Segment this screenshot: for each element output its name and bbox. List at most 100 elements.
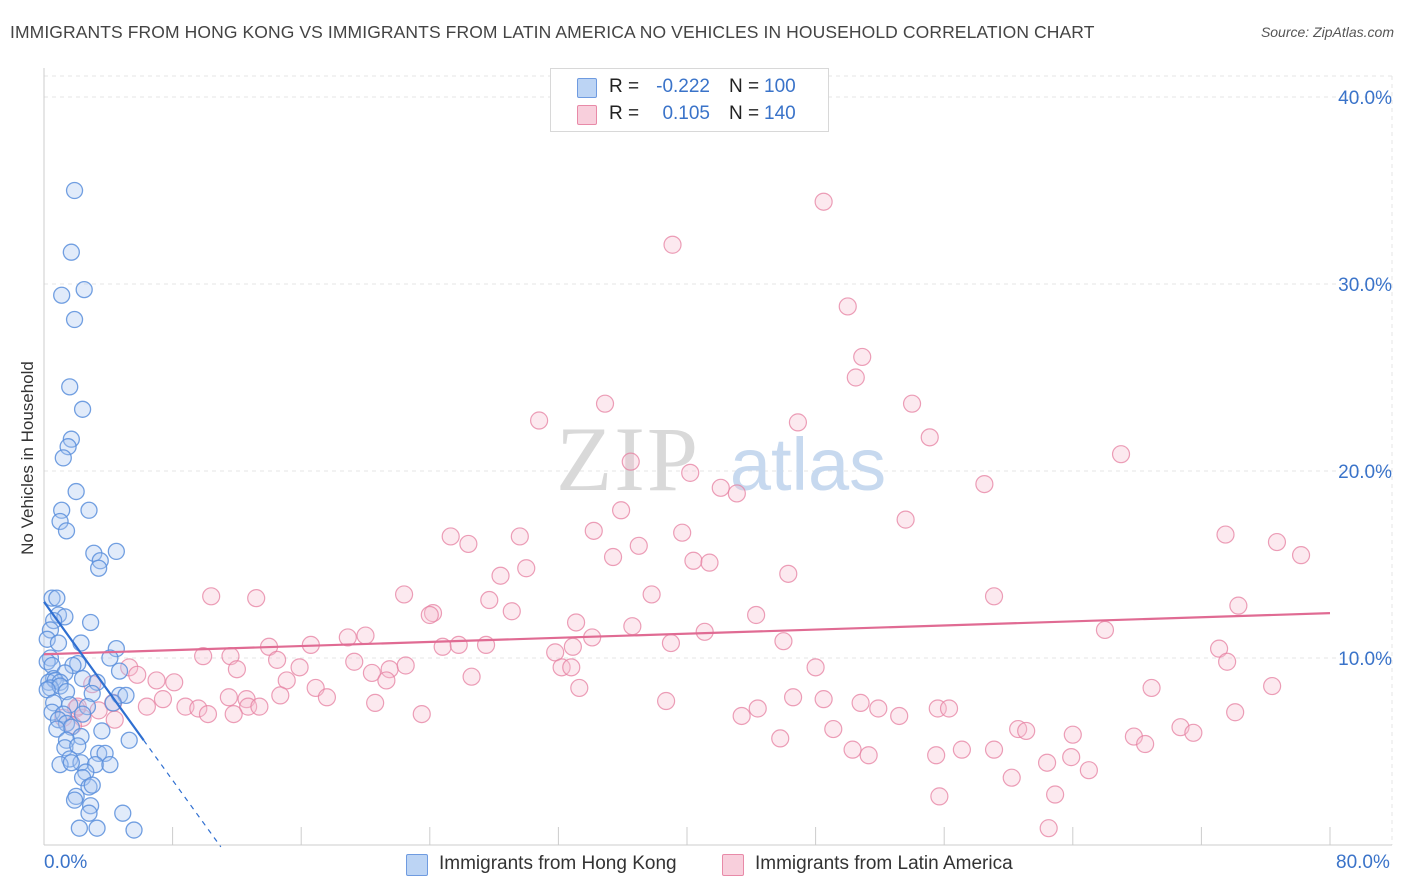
hong-kong-point [107,542,125,561]
latin-america-point [814,690,833,709]
latin-america-point [250,697,269,716]
hong-kong-point [90,559,108,577]
latin-america-point [356,626,375,645]
latin-america-point [491,566,510,585]
latin-america-point [1062,748,1081,767]
latin-america-point [1079,761,1098,780]
latin-america-point [1184,723,1203,742]
latin-america-point [247,589,266,608]
latin-america-point [673,523,692,542]
y-tick-label: 20.0% [1338,462,1392,483]
hong-kong-point [65,791,84,809]
hong-kong-point [83,776,101,794]
latin-america-point [661,633,681,653]
latin-america-point [267,650,287,669]
bottom-legend-swatch-latin-america [722,854,744,876]
y-axis-label: No Vehicles in Household [18,361,37,555]
latin-america-point [859,746,878,765]
hong-kong-point [54,449,72,467]
hong-kong-point [75,280,93,299]
hong-kong-point [56,608,74,626]
latin-america-point [546,643,565,662]
latin-america-point [202,587,221,606]
latin-america-point [345,652,364,671]
hong-kong-point [62,243,80,261]
legend-r-label: R = [609,76,640,97]
latin-america-point [788,413,808,432]
latin-america-point [517,559,536,578]
latin-america-point [1037,753,1057,772]
latin-america-point [851,693,870,712]
bottom-legend-swatch-hong-kong [406,854,428,876]
latin-america-point [366,693,385,712]
legend-n-label: N = [729,76,760,97]
latin-america-point [1039,819,1058,838]
latin-america-point [317,688,337,707]
latin-america-point [224,704,243,724]
latin-america-point [552,658,571,677]
latin-america-point [502,602,521,621]
axes [43,68,1392,846]
latin-america-point [377,671,396,690]
latin-america-point [396,656,415,675]
latin-america-point [290,658,309,677]
legend-swatch-latin-america [577,105,597,125]
latin-america-point [1046,785,1065,804]
bottom-legend-label-latin-america: Immigrants from Latin America [755,853,1013,874]
latin-america-point [1216,525,1235,544]
latin-america-point [853,347,872,367]
latin-america-point [338,628,357,647]
hong-kong-point [110,662,129,680]
latin-america-point [623,617,642,636]
x-tick-label-max: 80.0% [1336,852,1390,873]
latin-america-point [105,710,124,729]
hong-kong-point [65,310,84,329]
latin-america-point [779,564,798,583]
latin-america-point [137,697,156,716]
legend-r-value-hong-kong: -0.222 [656,76,710,97]
legend-row-latin-america: R = 0.105 N = 140 [551,100,828,128]
legend-n-value-hong-kong: 100 [764,76,796,97]
legend-r-label: R = [609,103,640,124]
latin-america-trend-line [43,612,1331,656]
latin-america-point [219,688,238,707]
hong-kong-point [93,722,111,740]
hong-kong-point [70,819,89,837]
latin-america-point [843,740,862,759]
latin-america-point [814,192,833,211]
latin-america-point [423,604,443,623]
latin-america-point [412,704,431,724]
latin-america-point [128,665,147,684]
latin-america-point [1111,445,1131,464]
hong-kong-point [51,673,69,691]
hong-kong-point [72,754,90,772]
latin-america-point [824,719,843,739]
latin-america-point [1063,725,1082,744]
x-tick-label-min: 0.0% [44,852,88,873]
latin-america-point [984,740,1004,759]
hong-kong-point [67,482,85,501]
hong-kong-point [125,821,143,839]
hong-kong-point [65,181,84,200]
y-tick-label: 40.0% [1338,88,1392,109]
latin-america-point [562,658,581,677]
latin-america-point [896,510,915,529]
latin-america-point [1267,532,1287,552]
hong-kong-point [57,683,76,701]
hong-kong-point [120,731,138,749]
latin-america-point [806,658,825,677]
latin-america-point [1226,703,1245,722]
latin-america-point [480,590,499,610]
latin-america-point [930,787,949,806]
latin-america-point [147,671,166,690]
hong-kong-points [38,181,143,839]
hong-kong-point [83,684,101,703]
watermark-zip: ZIP [556,408,700,510]
latin-america-point [681,463,700,482]
legend-swatch-hong-kong [577,78,597,98]
hong-kong-point [59,438,77,456]
latin-america-point [227,660,246,679]
hong-kong-point [44,611,63,630]
latin-america-point [420,605,439,625]
